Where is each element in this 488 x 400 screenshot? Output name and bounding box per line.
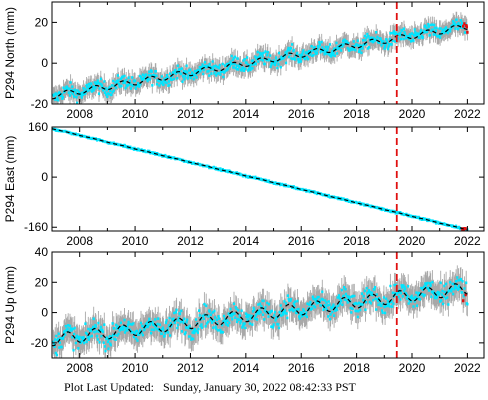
- x-tick-label: 2022: [454, 361, 481, 375]
- x-axis-east: 2008 2010 2012 2014 2016 2018 2020 2022: [51, 127, 481, 248]
- x-tick-label: 2020: [399, 234, 426, 248]
- plot-area-east: [52, 127, 469, 231]
- x-tick-label: 2016: [288, 234, 315, 248]
- observations-north: [52, 18, 467, 104]
- y-tick-label: 40: [35, 245, 49, 259]
- y-tick-label: -160: [24, 220, 48, 234]
- panel-north: 2008 2010 2012 2014 2016 2018 2020 2022 -20 0 20 P2…: [3, 1, 485, 121]
- y-axis-title-east: P294 East (mm): [3, 136, 17, 223]
- y-tick-label: 0: [41, 306, 48, 320]
- x-tick-label: 2020: [399, 107, 426, 121]
- y-tick-label: 160: [28, 120, 48, 134]
- footer-timestamp: Sunday, January 30, 2022 08:42:33 PST: [163, 380, 356, 394]
- x-axis-north: 2008 2010 2012 2014 2016 2018 2020 2022: [51, 2, 481, 121]
- x-tick-label: 2014: [232, 107, 259, 121]
- x-tick-label: 2008: [66, 234, 93, 248]
- x-tick-label: 2012: [177, 107, 204, 121]
- x-tick-label: 2022: [454, 107, 481, 121]
- x-tick-label: 2012: [177, 361, 204, 375]
- x-tick-label: 2010: [122, 234, 149, 248]
- x-tick-label: 2018: [343, 234, 370, 248]
- y-tick-label: 20: [35, 275, 49, 289]
- plot-frame-north: [51, 1, 485, 105]
- y-tick-label: -20: [31, 97, 49, 111]
- y-tick-label: 20: [35, 15, 49, 29]
- plot-area-up: [52, 265, 469, 358]
- error-bars-up: [52, 265, 468, 358]
- y-tick-label: 0: [41, 56, 48, 70]
- x-tick-label: 2022: [454, 234, 481, 248]
- recent-points-north: [462, 22, 469, 34]
- x-tick-label: 2008: [66, 361, 93, 375]
- plot-frame-up: [51, 251, 485, 359]
- x-tick-label: 2016: [288, 107, 315, 121]
- x-tick-label: 2016: [288, 361, 315, 375]
- model-line-up: [52, 283, 468, 347]
- panel-east: 2008 2010 2012 2014 2016 2018 2020 2022 -160 0 160…: [3, 120, 485, 248]
- x-tick-label: 2010: [122, 107, 149, 121]
- x-tick-label: 2018: [343, 107, 370, 121]
- y-axis-title-up: P294 Up (mm): [3, 266, 17, 344]
- plot-frame-east: [51, 126, 485, 232]
- model-line-north: [52, 24, 468, 100]
- x-tick-label: 2020: [399, 361, 426, 375]
- x-tick-label: 2014: [232, 234, 259, 248]
- y-tick-label: 0: [41, 170, 48, 184]
- y-axis-east: -160 0 160: [24, 120, 484, 234]
- x-tick-label: 2012: [177, 234, 204, 248]
- panel-up: 2008 2010 2012 2014 2016 2018 2020 2022 -20 0 20 40…: [3, 245, 485, 375]
- y-axis-north: -20 0 20: [31, 15, 484, 111]
- y-tick-label: -20: [31, 336, 49, 350]
- model-line-east: [52, 128, 468, 231]
- recent-points-up: [462, 293, 467, 303]
- y-axis-title-north: P294 North (mm): [3, 7, 17, 99]
- y-axis-up: -20 0 20 40: [31, 245, 484, 350]
- plot-area-north: [52, 11, 469, 104]
- x-tick-label: 2014: [232, 361, 259, 375]
- error-bars-north: [52, 11, 468, 104]
- x-axis-up: 2008 2010 2012 2014 2016 2018 2020 2022: [51, 252, 481, 375]
- x-tick-label: 2018: [343, 361, 370, 375]
- x-tick-label: 2010: [122, 361, 149, 375]
- footer: Plot Last Updated: Sunday, January 30, 2…: [64, 380, 356, 395]
- x-tick-label: 2008: [66, 107, 93, 121]
- footer-label: Plot Last Updated:: [64, 380, 154, 394]
